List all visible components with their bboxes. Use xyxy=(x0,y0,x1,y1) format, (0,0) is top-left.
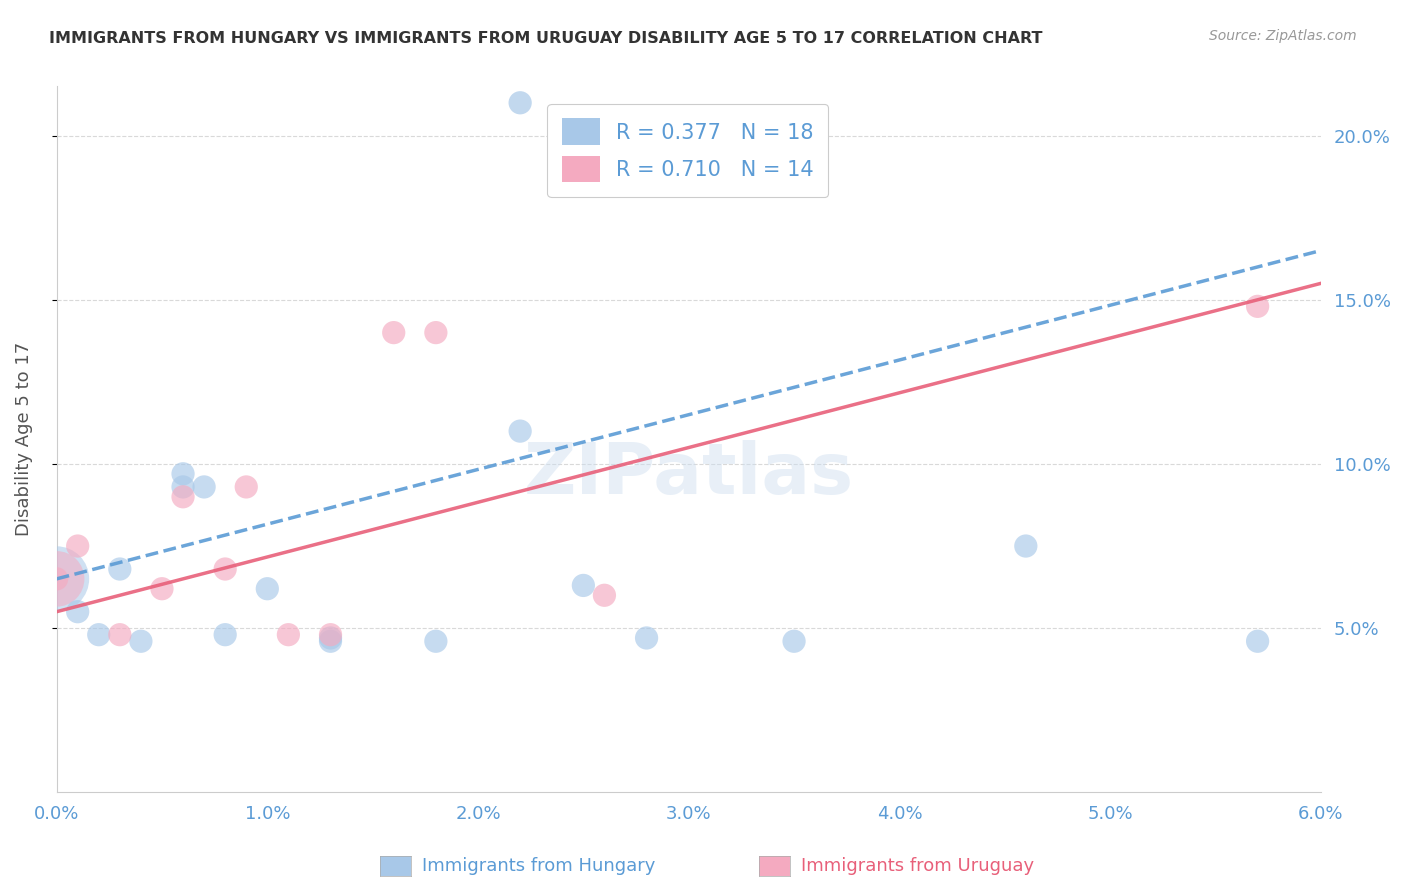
Text: IMMIGRANTS FROM HUNGARY VS IMMIGRANTS FROM URUGUAY DISABILITY AGE 5 TO 17 CORREL: IMMIGRANTS FROM HUNGARY VS IMMIGRANTS FR… xyxy=(49,31,1043,46)
Text: Immigrants from Hungary: Immigrants from Hungary xyxy=(422,857,655,875)
Point xyxy=(1015,539,1038,553)
Point xyxy=(1246,299,1268,313)
Point xyxy=(319,634,342,648)
Point xyxy=(277,628,299,642)
Point xyxy=(425,634,447,648)
Point xyxy=(66,605,89,619)
Legend: R = 0.377   N = 18, R = 0.710   N = 14: R = 0.377 N = 18, R = 0.710 N = 14 xyxy=(547,103,828,197)
Point xyxy=(172,467,194,481)
Point xyxy=(45,572,67,586)
Point xyxy=(45,572,67,586)
Point xyxy=(66,539,89,553)
Point xyxy=(45,572,67,586)
Point xyxy=(636,631,658,645)
Point xyxy=(256,582,278,596)
Text: ZIPatlas: ZIPatlas xyxy=(523,440,853,509)
Point xyxy=(235,480,257,494)
Point xyxy=(193,480,215,494)
Point xyxy=(319,628,342,642)
Point xyxy=(572,578,595,592)
Point xyxy=(425,326,447,340)
Point xyxy=(150,582,173,596)
Text: Immigrants from Uruguay: Immigrants from Uruguay xyxy=(801,857,1035,875)
Point xyxy=(214,628,236,642)
Point xyxy=(172,490,194,504)
Point xyxy=(783,634,806,648)
Point xyxy=(129,634,152,648)
Point xyxy=(1246,634,1268,648)
Point xyxy=(172,480,194,494)
Text: Source: ZipAtlas.com: Source: ZipAtlas.com xyxy=(1209,29,1357,44)
Point xyxy=(593,588,616,602)
Point xyxy=(509,95,531,110)
Point xyxy=(509,424,531,438)
Point xyxy=(382,326,405,340)
Y-axis label: Disability Age 5 to 17: Disability Age 5 to 17 xyxy=(15,343,32,536)
Point xyxy=(319,631,342,645)
Point xyxy=(108,628,131,642)
Point xyxy=(108,562,131,576)
Point xyxy=(87,628,110,642)
Point xyxy=(214,562,236,576)
